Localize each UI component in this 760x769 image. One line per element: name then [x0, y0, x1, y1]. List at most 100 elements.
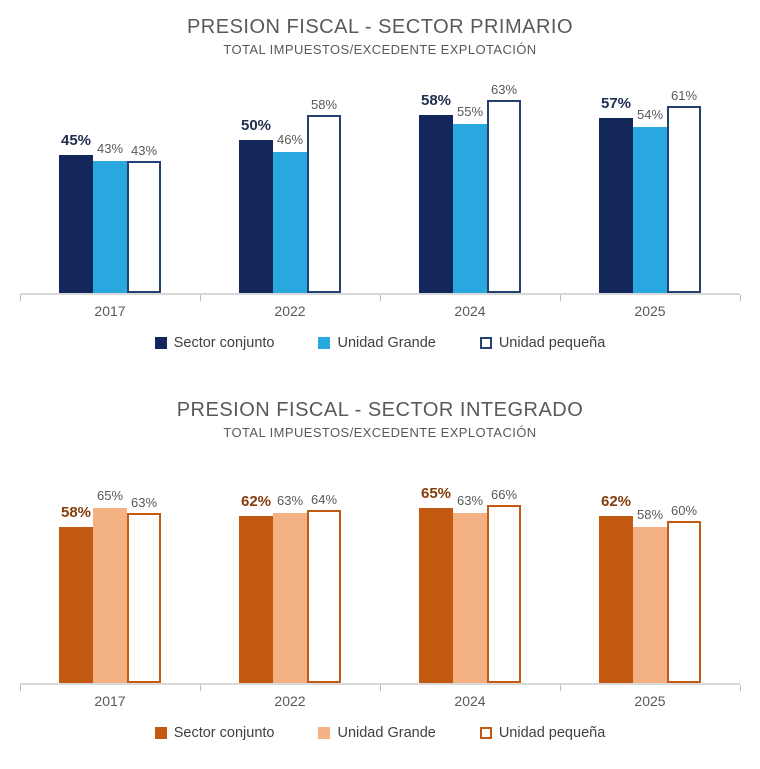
bar-unidad-pequeña: 43% [127, 143, 161, 293]
x-axis-label: 2025 [634, 303, 666, 319]
legend-item-sector-conjunto: Sector conjunto [154, 335, 275, 351]
x-axis-label: 2017 [94, 303, 126, 319]
legend: Sector conjunto Unidad Grande Unidad peque… [0, 725, 760, 741]
value-label: 66% [490, 486, 518, 502]
legend: Sector conjunto Unidad Grande Unidad peque… [0, 335, 760, 351]
legend-label: Sector conjunto [173, 335, 275, 351]
axis-tick [380, 295, 381, 301]
bar-unidad-pequeña: 63% [127, 495, 161, 683]
bar-group-2022: 50% 46% 58% [200, 69, 380, 293]
bar-group-2025: 57% 54% 61% [560, 69, 740, 293]
value-label: 63% [456, 493, 484, 509]
axis-tick [200, 685, 201, 691]
chart-title: PRESION FISCAL - SECTOR PRIMARIO [186, 16, 574, 38]
legend-swatch [318, 337, 331, 349]
x-axis-labels: 2017 2022 2024 2025 [20, 693, 740, 709]
legend-swatch [479, 337, 492, 349]
legend-label: Unidad pequeña [498, 725, 606, 741]
value-label: 43% [96, 141, 124, 157]
bar-group-2017: 45% 43% 43% [20, 69, 200, 293]
legend-swatch [318, 727, 331, 739]
bar-unidad-grande: 54% [633, 107, 667, 293]
value-label: 58% [420, 92, 452, 110]
bar-sector-conjunto: 58% [419, 92, 453, 293]
axis-tick [740, 295, 741, 301]
value-label: 43% [130, 143, 158, 159]
bar-group-2024: 58% 55% 63% [380, 69, 560, 293]
bar-unidad-grande: 63% [453, 493, 487, 683]
value-label: 50% [240, 116, 272, 134]
x-axis-label: 2024 [454, 303, 486, 319]
legend-label: Unidad Grande [337, 335, 436, 351]
bar-unidad-pequeña: 64% [307, 492, 341, 683]
bar-sector-conjunto: 62% [599, 493, 633, 683]
bar-group-2024: 65% 63% 66% [380, 478, 560, 683]
chart-sector-integrado: PRESION FISCAL - SECTOR INTEGRADO TOTAL … [0, 397, 760, 741]
legend-item-unidad-grande: Unidad Grande [318, 335, 436, 351]
legend-item-unidad-pequeña: Unidad pequeña [479, 335, 606, 351]
value-label: 58% [60, 503, 92, 521]
bar-sector-conjunto: 65% [419, 485, 453, 683]
axis-tick [560, 685, 561, 691]
axis-tick [20, 295, 21, 301]
value-label: 45% [60, 131, 92, 149]
bar-unidad-grande: 58% [633, 507, 667, 683]
bar-unidad-grande: 46% [273, 132, 307, 293]
value-label: 62% [240, 492, 272, 510]
bar-unidad-pequeña: 61% [667, 88, 701, 293]
x-axis-label: 2024 [454, 693, 486, 709]
bar-sector-conjunto: 45% [59, 132, 93, 293]
chart-title: PRESION FISCAL - SECTOR INTEGRADO [176, 399, 584, 421]
legend-swatch [479, 727, 492, 739]
bar-unidad-grande: 43% [93, 141, 127, 293]
legend-label: Sector conjunto [173, 725, 275, 741]
plot-area: 58% 65% 63% 62% 63% 64% 65% 63% 66% 62% 58% 60% [20, 478, 741, 691]
value-label: 61% [670, 87, 698, 103]
value-label: 65% [96, 487, 124, 503]
plot-area: 45% 43% 43% 50% 46% 58% 58% 55% 63% 57% 54% 61% [20, 69, 741, 301]
bar-unidad-grande: 63% [273, 493, 307, 683]
legend-item-sector-conjunto: Sector conjunto [154, 725, 275, 741]
bar-sector-conjunto: 58% [59, 504, 93, 683]
legend-swatch [154, 727, 167, 739]
bar-group-2017: 58% 65% 63% [20, 478, 200, 683]
value-label: 65% [420, 484, 452, 502]
bar-sector-conjunto: 57% [599, 95, 633, 293]
bar-unidad-grande: 55% [453, 104, 487, 293]
bar-group-2025: 62% 58% 60% [560, 478, 740, 683]
value-label: 58% [310, 97, 338, 113]
value-label: 55% [456, 104, 484, 120]
bar-unidad-pequeña: 66% [487, 487, 521, 683]
bar-unidad-grande: 65% [93, 488, 127, 683]
value-label: 62% [600, 492, 632, 510]
axis-tick [380, 685, 381, 691]
x-axis-label: 2017 [94, 693, 126, 709]
value-label: 63% [490, 81, 518, 97]
x-axis-label: 2025 [634, 693, 666, 709]
x-axis-label: 2022 [274, 693, 306, 709]
bar-unidad-pequeña: 63% [487, 82, 521, 293]
chart-sector-primario: PRESION FISCAL - SECTOR PRIMARIO TOTAL I… [0, 0, 760, 351]
value-label: 60% [670, 503, 698, 519]
axis-tick [740, 685, 741, 691]
legend-item-unidad-pequeña: Unidad pequeña [479, 725, 606, 741]
bar-unidad-pequeña: 60% [667, 503, 701, 683]
x-axis-label: 2022 [274, 303, 306, 319]
chart-subtitle: TOTAL IMPUESTOS/EXCEDENTE EXPLOTACIÓN [223, 42, 537, 57]
bar-group-2022: 62% 63% 64% [200, 478, 380, 683]
bar-unidad-pequeña: 58% [307, 97, 341, 293]
value-label: 63% [130, 495, 158, 511]
chart-subtitle: TOTAL IMPUESTOS/EXCEDENTE EXPLOTACIÓN [223, 425, 537, 440]
axis-tick [200, 295, 201, 301]
bar-sector-conjunto: 50% [239, 117, 273, 293]
x-axis-labels: 2017 2022 2024 2025 [20, 303, 740, 319]
value-label: 63% [276, 493, 304, 509]
value-label: 57% [600, 95, 632, 113]
legend-item-unidad-grande: Unidad Grande [318, 725, 436, 741]
legend-label: Unidad pequeña [498, 335, 606, 351]
axis-tick [20, 685, 21, 691]
legend-swatch [154, 337, 167, 349]
bar-sector-conjunto: 62% [239, 493, 273, 683]
value-label: 64% [310, 492, 338, 508]
axis-tick [560, 295, 561, 301]
